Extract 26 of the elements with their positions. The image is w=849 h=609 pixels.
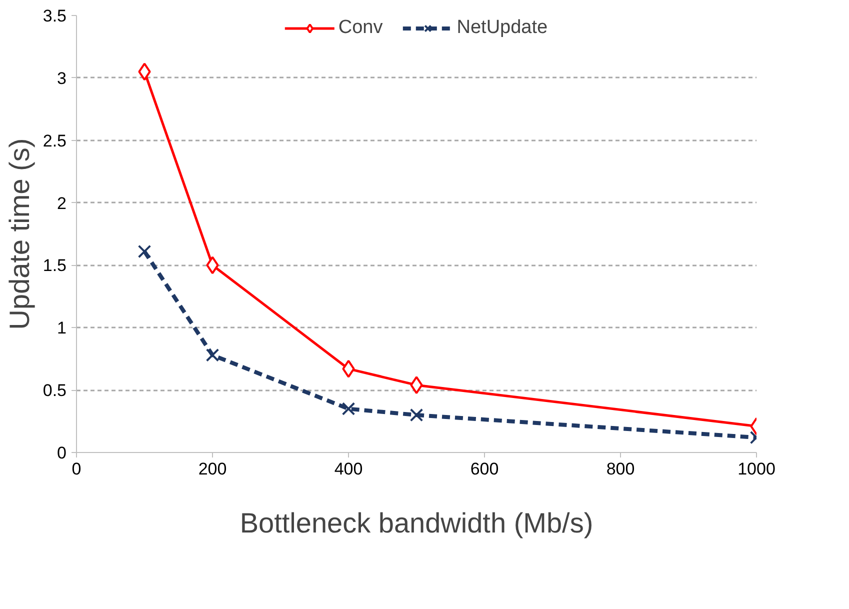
- x-tick-label: 200: [198, 460, 227, 478]
- y-tick-label: 2: [57, 194, 67, 213]
- x-axis-title: Bottleneck bandwidth (Mb/s): [240, 508, 594, 538]
- point: [138, 62, 151, 81]
- y-tick-label: 1.5: [42, 256, 67, 276]
- point: [342, 402, 356, 416]
- y-axis-title: Update time (s): [4, 138, 35, 330]
- y-tick-label: 1: [57, 318, 67, 338]
- legend-label: Conv: [338, 17, 383, 39]
- x-tick-label: 600: [470, 460, 499, 478]
- legend-label: NetUpdate: [456, 17, 548, 39]
- point: [410, 376, 423, 394]
- y-tick-label: 3: [57, 68, 67, 88]
- point: [206, 256, 219, 274]
- x-tick-label: 1000: [738, 460, 776, 478]
- x-tick-label: 800: [606, 460, 635, 478]
- point: [410, 408, 424, 422]
- point: [342, 360, 355, 378]
- x-tick-label: 400: [334, 460, 363, 478]
- y-tick-label: 3.5: [42, 6, 67, 26]
- x-tick-label: 0: [72, 460, 82, 478]
- point: [138, 244, 152, 258]
- y-tick-label: 0.5: [42, 381, 67, 400]
- y-tick-label: 0: [57, 444, 67, 462]
- y-tick-label: 2.5: [42, 131, 67, 150]
- point: [206, 348, 220, 362]
